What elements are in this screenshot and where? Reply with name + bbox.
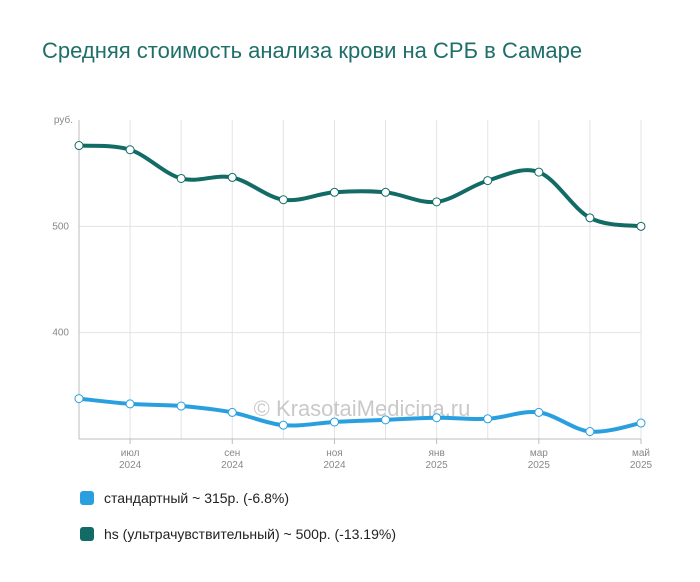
x-tick-label-month: янв (429, 448, 445, 459)
x-tick-label-year: 2025 (630, 460, 653, 471)
data-point (636, 221, 646, 231)
data-point (176, 401, 186, 411)
data-point (278, 420, 288, 430)
data-point (381, 187, 391, 197)
legend: стандартный ~ 315р. (-6.8%) hs (ультрачув… (80, 488, 396, 560)
y-tick-label: 400 (52, 328, 69, 339)
data-point (176, 173, 186, 183)
legend-label: стандартный ~ 315р. (-6.8%) (104, 490, 290, 506)
data-point (125, 145, 135, 155)
x-tick-label-month: май (632, 448, 650, 459)
data-point (329, 187, 339, 197)
data-point (534, 167, 544, 177)
data-point (432, 197, 442, 207)
data-point (74, 141, 84, 151)
x-tick-label-year: 2024 (323, 460, 346, 471)
series-line-2 (77, 143, 643, 229)
legend-swatch (80, 491, 94, 505)
grid-layer (78, 120, 642, 439)
legend-item[interactable]: hs (ультрачувствительный) ~ 500р. (-13.1… (80, 524, 396, 544)
chart-title: Средняя стоимость анализа крови на СРБ в… (42, 38, 583, 63)
data-point (329, 417, 339, 427)
data-point (534, 407, 544, 417)
axis-layer: 400500руб.июл2024сен2024ноя2024янв2025ма… (52, 114, 652, 471)
data-point (227, 407, 237, 417)
x-tick-label-year: 2024 (119, 460, 142, 471)
x-tick-label-year: 2024 (221, 460, 244, 471)
legend-label: hs (ультрачувствительный) ~ 500р. (-13.1… (104, 526, 396, 542)
data-point (227, 172, 237, 182)
data-point (636, 418, 646, 428)
x-tick-label-month: июл (121, 448, 140, 459)
line-chart: 400500руб.июл2024сен2024ноя2024янв2025ма… (52, 114, 652, 471)
data-point (278, 195, 288, 205)
data-point (483, 176, 493, 186)
x-tick-label-year: 2025 (426, 460, 449, 471)
data-point (483, 414, 493, 424)
data-point (585, 427, 595, 437)
data-point (432, 413, 442, 423)
data-point (125, 399, 135, 409)
x-tick-label-month: сен (224, 448, 240, 459)
y-tick-label: 500 (52, 221, 69, 232)
data-point (585, 213, 595, 223)
x-tick-label-month: ноя (326, 448, 343, 459)
y-unit-label: руб. (54, 114, 73, 126)
data-point (381, 415, 391, 425)
data-point (74, 394, 84, 404)
series-layer (74, 141, 646, 437)
x-tick-label-month: мар (530, 448, 548, 459)
legend-swatch (80, 527, 94, 541)
x-tick-label-year: 2025 (528, 460, 551, 471)
legend-item[interactable]: стандартный ~ 315р. (-6.8%) (80, 488, 396, 508)
